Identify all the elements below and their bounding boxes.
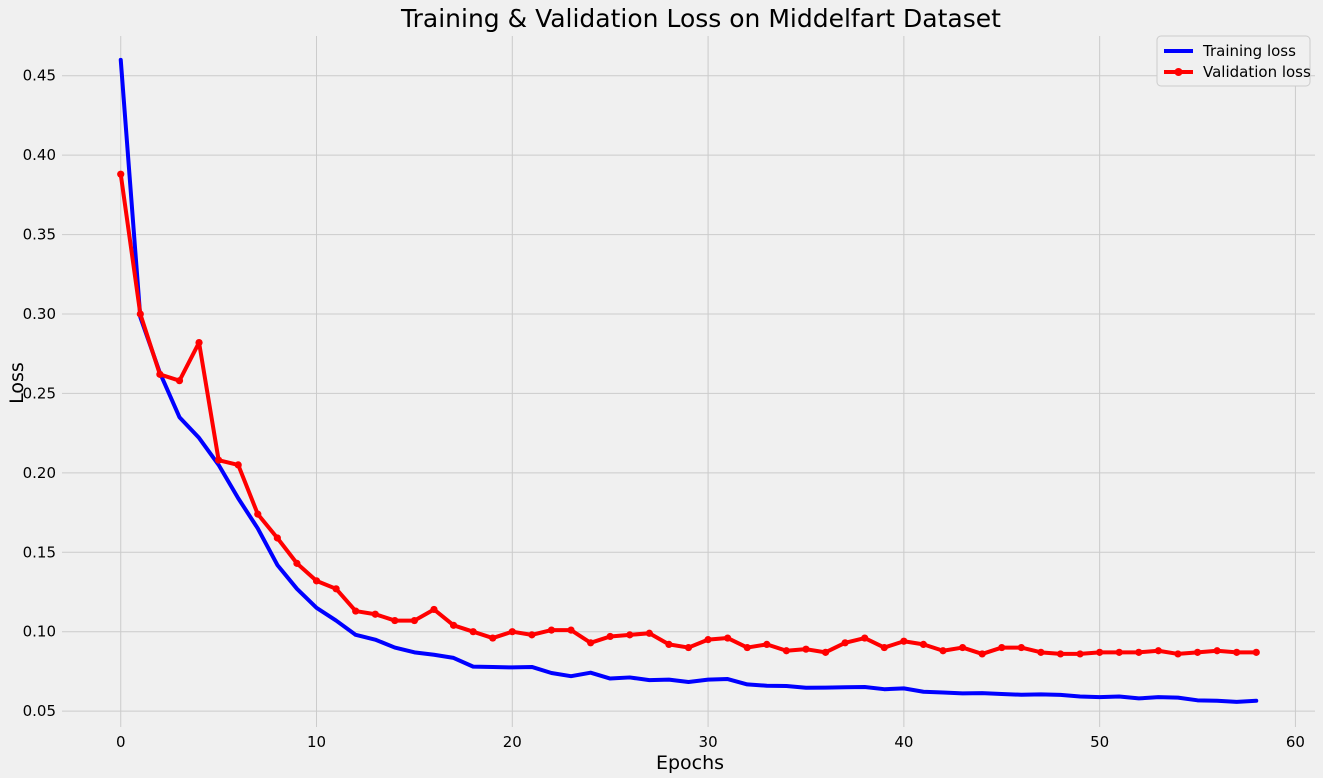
data-point-validation-loss — [861, 634, 869, 642]
data-point-validation-loss — [1174, 650, 1182, 658]
data-point-validation-loss — [1193, 648, 1202, 656]
data-point-validation-loss — [880, 643, 888, 652]
data-point-validation-loss — [117, 170, 125, 178]
x-axis-label: Epochs — [656, 752, 724, 774]
data-point-validation-loss — [587, 639, 595, 647]
y-tick-label: 0.05 — [23, 702, 56, 720]
y-tick-label: 0.45 — [23, 67, 56, 85]
legend: Training loss Validation loss — [1156, 35, 1311, 87]
y-tick-label: 0.10 — [23, 623, 56, 641]
x-tick-label: 0 — [116, 733, 126, 751]
plot-area: 0 10 20 30 40 50 60 0.050.100.150.200.250.300.… — [23, 36, 1315, 751]
data-point-validation-loss — [391, 616, 399, 625]
data-point-validation-loss — [234, 461, 242, 469]
data-point-validation-loss — [215, 456, 223, 464]
legend-label-training: Training loss — [1202, 42, 1296, 60]
data-point-validation-loss — [567, 626, 575, 634]
y-tick-label: 0.35 — [23, 226, 56, 244]
data-point-validation-loss — [332, 585, 340, 593]
data-point-validation-loss — [978, 650, 986, 658]
data-point-validation-loss — [1135, 648, 1143, 656]
data-point-validation-loss — [528, 631, 536, 639]
y-tick-label: 0.15 — [23, 543, 56, 561]
data-point-validation-loss — [273, 534, 281, 542]
data-point-validation-loss — [684, 643, 693, 652]
data-point-validation-loss — [547, 626, 556, 634]
data-point-validation-loss — [156, 370, 164, 378]
data-point-validation-loss — [1233, 648, 1241, 656]
y-tick-label: 0.30 — [23, 305, 56, 323]
data-point-validation-loss — [1017, 643, 1025, 652]
data-point-validation-loss — [998, 643, 1006, 652]
data-point-validation-loss — [1154, 647, 1162, 655]
data-point-validation-loss — [1252, 648, 1260, 656]
y-tick-label: 0.40 — [23, 146, 56, 164]
data-point-validation-loss — [430, 605, 438, 614]
x-tick-labels: 0 10 20 30 40 50 60 — [116, 733, 1305, 751]
data-point-validation-loss — [293, 559, 301, 567]
data-point-validation-loss — [410, 616, 419, 625]
legend-marker-validation — [1174, 68, 1183, 76]
data-point-validation-loss — [1213, 647, 1221, 655]
data-point-validation-loss — [743, 643, 751, 652]
data-point-validation-loss — [626, 631, 634, 639]
data-point-validation-loss — [489, 634, 497, 642]
data-point-validation-loss — [1056, 650, 1065, 658]
data-point-validation-loss — [195, 338, 203, 347]
y-tick-labels: 0.05 0.10 0.15 0.20 0.25 0.30 0.35 0.40 0.45 — [23, 67, 56, 720]
data-point-validation-loss — [782, 647, 790, 655]
x-tick-label: 60 — [1286, 733, 1305, 751]
series-line-training-loss — [118, 57, 1259, 704]
data-point-validation-loss — [606, 632, 614, 641]
y-tick-label: 0.20 — [23, 464, 56, 482]
grid-lines — [62, 36, 1315, 727]
data-point-validation-loss — [508, 628, 516, 636]
data-point-validation-loss — [821, 648, 830, 656]
data-point-validation-loss — [371, 610, 379, 618]
data-point-validation-loss — [1037, 648, 1045, 656]
data-point-validation-loss — [1115, 648, 1123, 656]
data-point-validation-loss — [939, 647, 947, 655]
legend-box — [1156, 35, 1311, 87]
data-point-validation-loss — [919, 640, 928, 648]
data-point-validation-loss — [175, 377, 184, 385]
x-tick-label: 10 — [307, 733, 326, 751]
data-point-validation-loss — [763, 640, 771, 648]
x-tick-label: 20 — [503, 733, 522, 751]
data-point-validation-loss — [900, 637, 908, 645]
y-axis-label: Loss — [6, 362, 28, 404]
data-point-validation-loss — [136, 310, 144, 318]
x-tick-label: 30 — [699, 733, 718, 751]
data-point-validation-loss — [352, 607, 360, 615]
data-point-validation-loss — [704, 636, 712, 644]
data-point-validation-loss — [645, 629, 653, 637]
x-tick-label: 50 — [1090, 733, 1109, 751]
data-point-validation-loss — [802, 645, 810, 653]
chart-title: Training & Validation Loss on Middelfart… — [400, 4, 1001, 33]
data-point-validation-loss — [1076, 650, 1084, 658]
series-lines — [117, 57, 1260, 704]
x-tick-label: 40 — [894, 733, 913, 751]
data-point-validation-loss — [469, 628, 477, 636]
data-point-validation-loss — [312, 577, 321, 585]
data-point-validation-loss — [958, 643, 967, 652]
legend-label-validation: Validation loss — [1203, 63, 1311, 81]
y-tick-label: 0.25 — [23, 384, 56, 402]
data-point-validation-loss — [1096, 648, 1104, 656]
data-point-validation-loss — [841, 639, 849, 647]
data-point-validation-loss — [665, 640, 673, 648]
data-point-validation-loss — [449, 621, 458, 629]
data-point-validation-loss — [254, 510, 262, 518]
data-point-validation-loss — [724, 634, 732, 642]
